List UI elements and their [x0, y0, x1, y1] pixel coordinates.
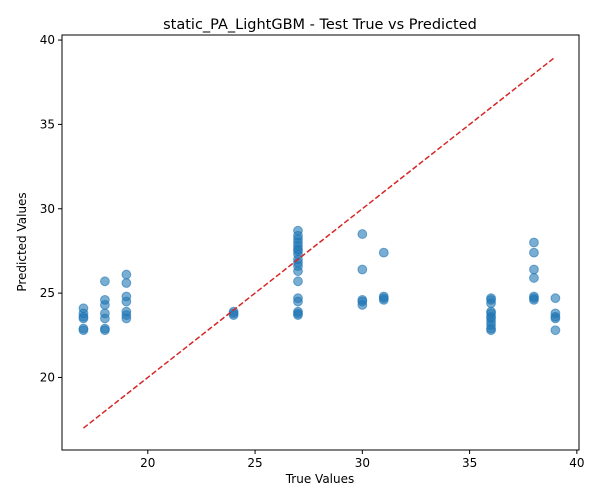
x-tick-label: 40 — [569, 456, 584, 470]
y-axis-label: Predicted Values — [15, 192, 29, 291]
y-axis-ticks: 20 25 30 35 40 — [40, 33, 62, 384]
data-point — [121, 278, 132, 288]
data-point — [357, 264, 368, 275]
data-point — [121, 313, 132, 324]
data-point — [293, 296, 303, 307]
data-point — [529, 247, 539, 258]
y-tick-label: 25 — [40, 286, 55, 300]
data-point — [529, 264, 539, 275]
data-point — [357, 300, 368, 310]
data-point — [100, 276, 110, 287]
data-point — [121, 269, 132, 280]
data-point — [550, 293, 561, 304]
data-point — [550, 313, 561, 324]
data-point — [357, 229, 368, 239]
data-point — [100, 300, 110, 310]
data-point — [100, 313, 110, 324]
data-point — [378, 247, 389, 258]
data-point — [378, 294, 389, 305]
y-tick-label: 20 — [40, 370, 55, 384]
data-point — [486, 325, 496, 336]
reference-line — [82, 56, 556, 429]
x-tick-label: 30 — [355, 456, 370, 470]
data-point — [293, 266, 303, 277]
data-point — [529, 273, 539, 283]
y-tick-label: 30 — [40, 202, 55, 216]
x-tick-label: 20 — [140, 456, 155, 470]
axes-frame — [61, 34, 580, 451]
data-point — [293, 276, 303, 287]
plot-area — [78, 56, 561, 429]
chart-title: static_PA_LightGBM - Test True vs Predic… — [163, 17, 477, 33]
data-point — [550, 325, 561, 336]
data-point — [78, 325, 89, 336]
data-point — [100, 325, 110, 336]
data-point — [529, 237, 539, 248]
data-point — [486, 298, 496, 309]
x-axis-ticks: 20 25 30 35 40 — [140, 450, 584, 470]
data-point — [228, 310, 239, 320]
x-tick-label: 25 — [247, 456, 262, 470]
y-tick-label: 40 — [40, 33, 55, 47]
data-point — [293, 310, 303, 320]
x-axis-label: True Values — [285, 472, 355, 486]
data-point — [529, 294, 539, 305]
y-tick-label: 35 — [40, 117, 55, 131]
data-point — [121, 296, 132, 307]
data-point — [78, 313, 89, 324]
x-tick-label: 35 — [462, 456, 477, 470]
